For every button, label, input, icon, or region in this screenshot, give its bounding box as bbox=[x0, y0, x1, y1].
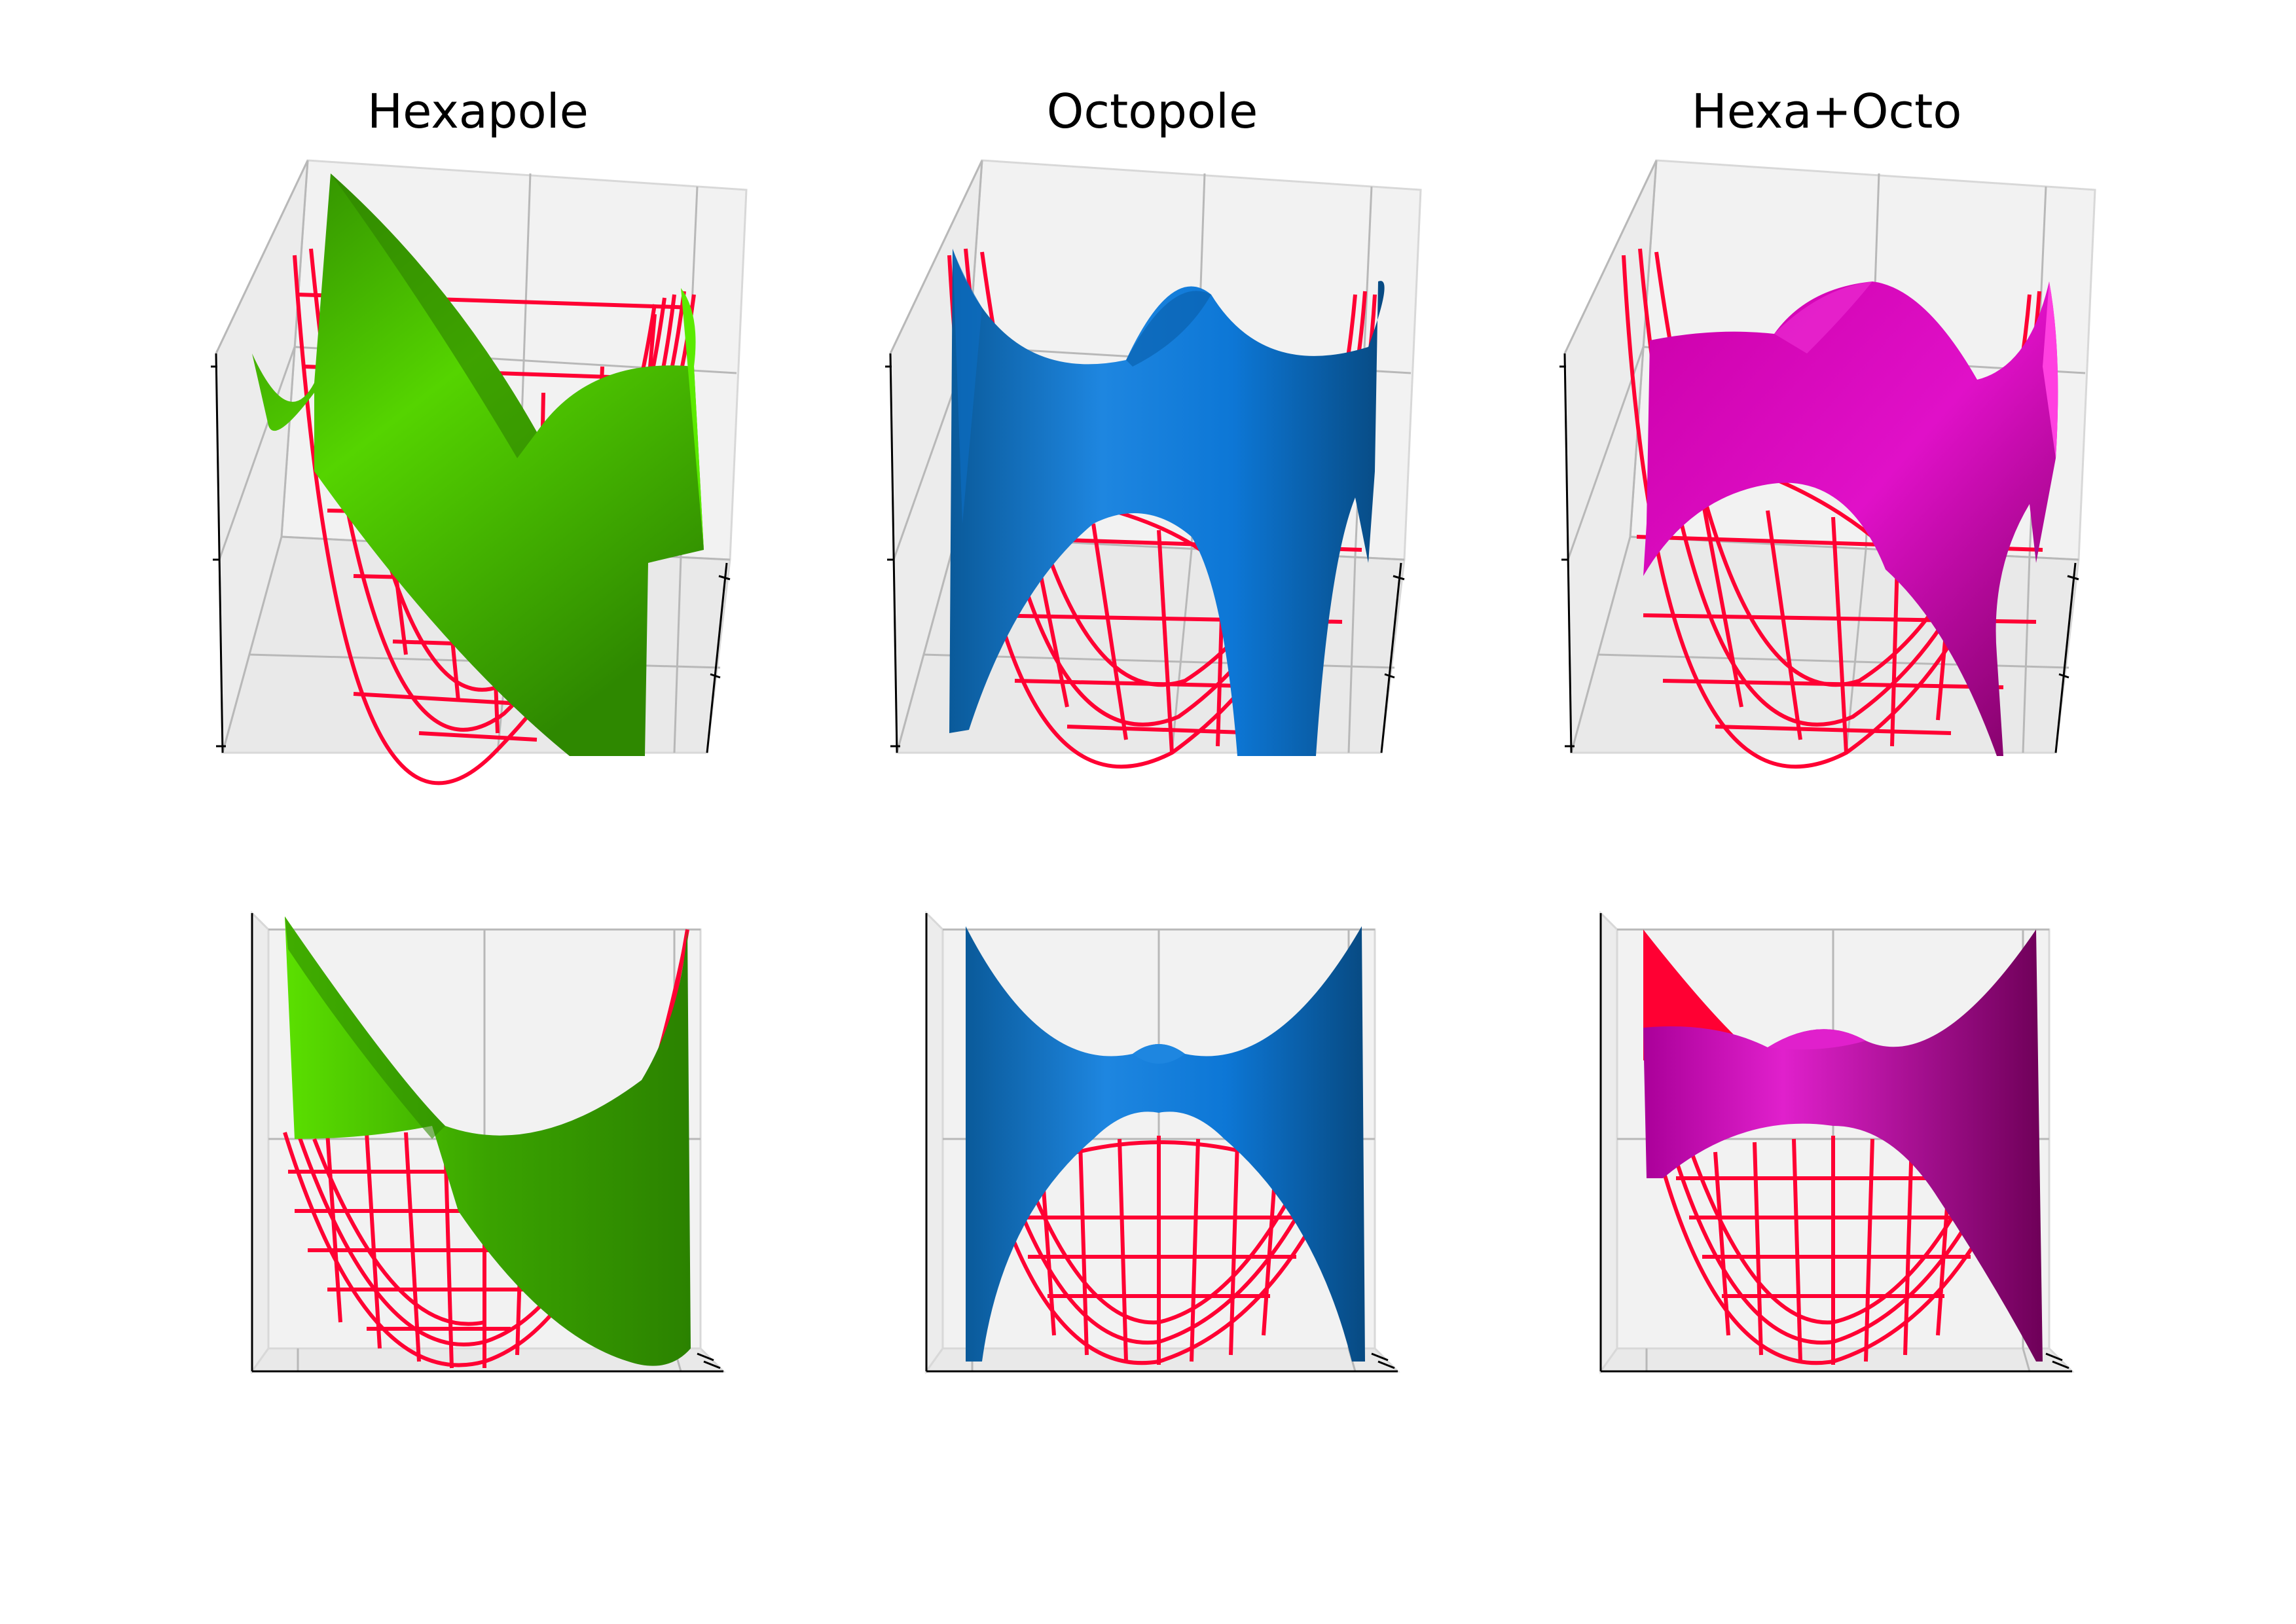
surface-hexapole bbox=[252, 173, 704, 756]
pane-left bbox=[1599, 911, 1618, 1375]
surface-hexa-octo bbox=[1643, 281, 2058, 756]
axis-lines bbox=[1559, 353, 2079, 753]
axis-lines bbox=[1599, 913, 2072, 1373]
title-hexapole: Hexapole bbox=[367, 84, 589, 139]
panel-hexapole-oblique bbox=[211, 159, 748, 785]
surface-hexapole bbox=[285, 916, 691, 1366]
axis-lines bbox=[211, 353, 731, 753]
panel-hexa-octo-oblique bbox=[1559, 159, 2096, 769]
panel-octopole-side bbox=[924, 911, 1400, 1375]
surface-hexa-octo bbox=[1643, 929, 2043, 1362]
surface-octopole bbox=[949, 249, 1385, 756]
surface-octopole bbox=[966, 926, 1365, 1362]
title-hexa-octo: Hexa+Octo bbox=[1692, 84, 1962, 139]
axis-lines bbox=[885, 353, 1405, 753]
axis-lines bbox=[925, 913, 1398, 1373]
axis-lines bbox=[251, 913, 723, 1373]
title-octopole: Octopole bbox=[1047, 84, 1258, 139]
panel-hexa-octo-side bbox=[1599, 911, 2075, 1375]
pane-left bbox=[925, 911, 944, 1375]
panel-octopole-oblique bbox=[885, 159, 1422, 769]
pane-left bbox=[251, 911, 270, 1375]
panel-hexapole-side bbox=[250, 911, 726, 1375]
